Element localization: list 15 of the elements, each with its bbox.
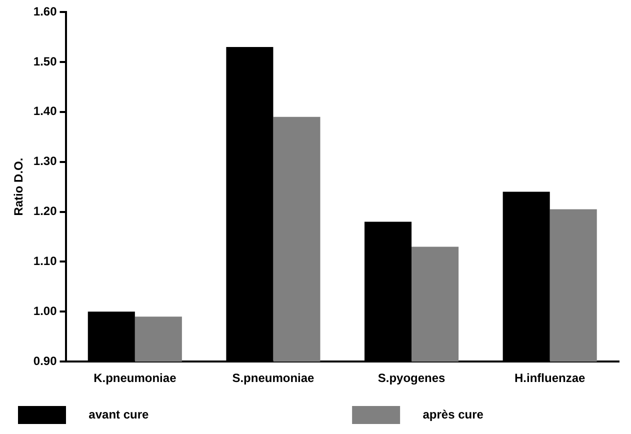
y-tick-label: 1.30 bbox=[33, 154, 58, 168]
legend-label: avant cure bbox=[72, 407, 342, 422]
y-tick-label: 1.10 bbox=[33, 254, 58, 268]
y-tick-label: 1.50 bbox=[33, 54, 58, 68]
x-tick-label: H.influenzae bbox=[514, 371, 586, 386]
legend-label: après cure bbox=[406, 407, 484, 422]
y-axis-title: Ratio D.O. bbox=[12, 158, 26, 216]
x-tick-label: S.pyogenes bbox=[378, 371, 446, 386]
y-tick-label: 1.40 bbox=[33, 104, 58, 118]
x-tick-label: S.pneumoniae bbox=[232, 371, 315, 386]
y-tick-label: 0.90 bbox=[33, 354, 58, 368]
y-tick-label: 1.20 bbox=[33, 204, 58, 218]
y-tick-label: 1.60 bbox=[33, 4, 58, 18]
y-tick-label: 1.00 bbox=[33, 304, 58, 318]
x-tick-label: K.pneumoniae bbox=[94, 371, 177, 386]
